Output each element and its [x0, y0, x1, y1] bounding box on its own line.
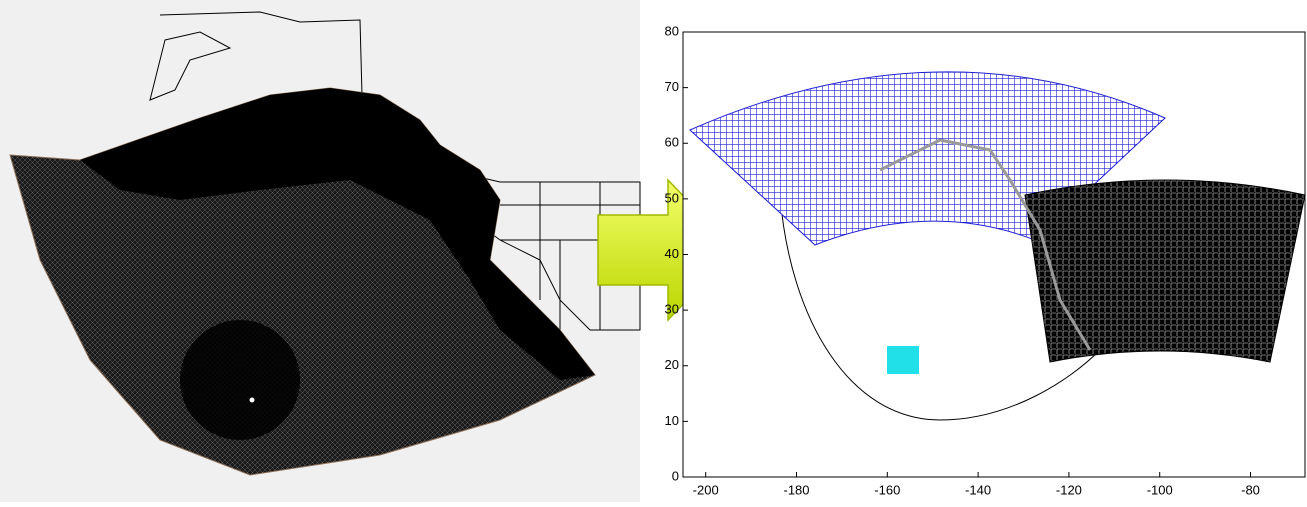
domain-boundary [779, 194, 1101, 421]
right-plot [682, 31, 1306, 478]
y-tick-label: 30 [665, 302, 679, 317]
y-tick-label: 60 [665, 135, 679, 150]
y-tick-label: 70 [665, 79, 679, 94]
x-tick-label: -120 [1056, 482, 1082, 497]
y-tick-label: 20 [665, 357, 679, 372]
y-tick-label: 50 [665, 190, 679, 205]
y-tick-label: 80 [665, 23, 679, 38]
x-tick-label: -100 [1147, 482, 1173, 497]
left-map [0, 0, 641, 502]
coastline [879, 138, 1092, 351]
y-tick-label: 0 [672, 468, 679, 483]
black-grid [1024, 179, 1306, 363]
x-tick-label: -180 [783, 482, 809, 497]
cyan-box [887, 346, 919, 374]
y-tick-label: 10 [665, 413, 679, 428]
x-tick-label: -200 [693, 482, 719, 497]
x-tick-label: -80 [1241, 482, 1260, 497]
x-tick-label: -140 [965, 482, 991, 497]
x-tick-label: -160 [874, 482, 900, 497]
y-tick-label: 40 [665, 246, 679, 261]
